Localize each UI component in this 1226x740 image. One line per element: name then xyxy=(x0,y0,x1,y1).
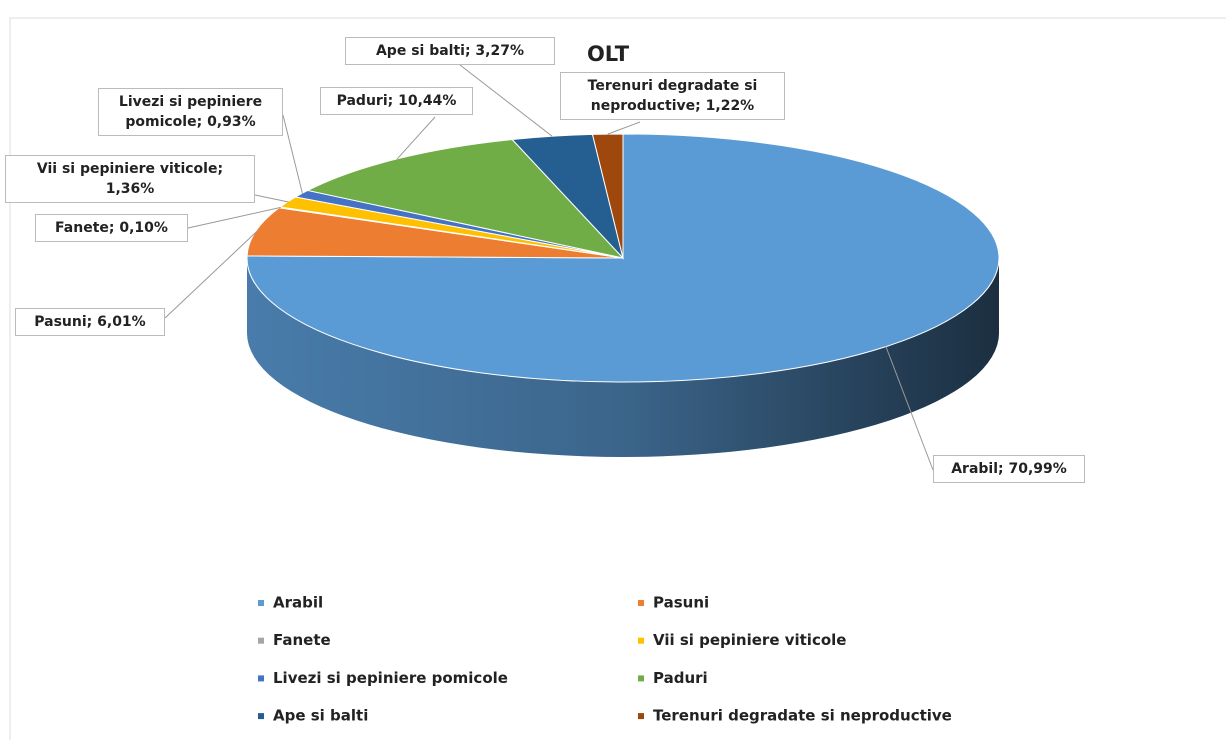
leader-line xyxy=(164,230,258,319)
legend-label: Vii si pepiniere viticole xyxy=(653,631,846,649)
leader-line xyxy=(254,194,289,203)
leader-line xyxy=(607,121,641,135)
leader-line xyxy=(885,346,934,471)
data-label: Livezi si pepiniere pomicole; 0,93% xyxy=(98,88,283,136)
data-label: Ape si balti; 3,27% xyxy=(345,37,555,65)
data-label: Arabil; 70,99% xyxy=(933,455,1085,483)
chart-title: OLT xyxy=(587,42,630,66)
legend-swatch xyxy=(258,637,264,644)
slice xyxy=(246,207,624,259)
leader-line xyxy=(187,206,281,229)
frame xyxy=(9,17,1226,740)
legend-swatch xyxy=(258,600,264,606)
legend-label: Fanete xyxy=(273,631,331,649)
legend-label: Arabil xyxy=(273,594,323,612)
leader-line xyxy=(396,116,436,160)
legend-label: Pasuni xyxy=(653,594,709,612)
legend-swatch xyxy=(258,675,264,682)
legend-label: Livezi si pepiniere pomicole xyxy=(273,669,508,687)
slice-side-shade xyxy=(247,258,999,457)
legend-label: Terenuri degradate si neproductive xyxy=(653,707,952,725)
data-label: Vii si pepiniere viticole; 1,36% xyxy=(5,155,255,203)
leader-line xyxy=(282,114,303,194)
data-label: Terenuri degradate si neproductive; 1,22… xyxy=(560,72,785,120)
data-label: Pasuni; 6,01% xyxy=(15,308,165,336)
slice xyxy=(591,133,624,259)
slice xyxy=(306,138,625,259)
legend-swatch xyxy=(638,675,644,682)
legend-swatch xyxy=(638,713,644,720)
data-label: Fanete; 0,10% xyxy=(35,214,188,242)
legend-label: Ape si balti xyxy=(273,707,368,725)
data-label: Paduri; 10,44% xyxy=(320,87,473,115)
legend-swatch xyxy=(638,637,644,644)
legend-label: Paduri xyxy=(653,669,708,687)
leader-line xyxy=(459,64,553,137)
legend-swatch xyxy=(638,600,644,606)
legend-swatch xyxy=(258,713,264,720)
